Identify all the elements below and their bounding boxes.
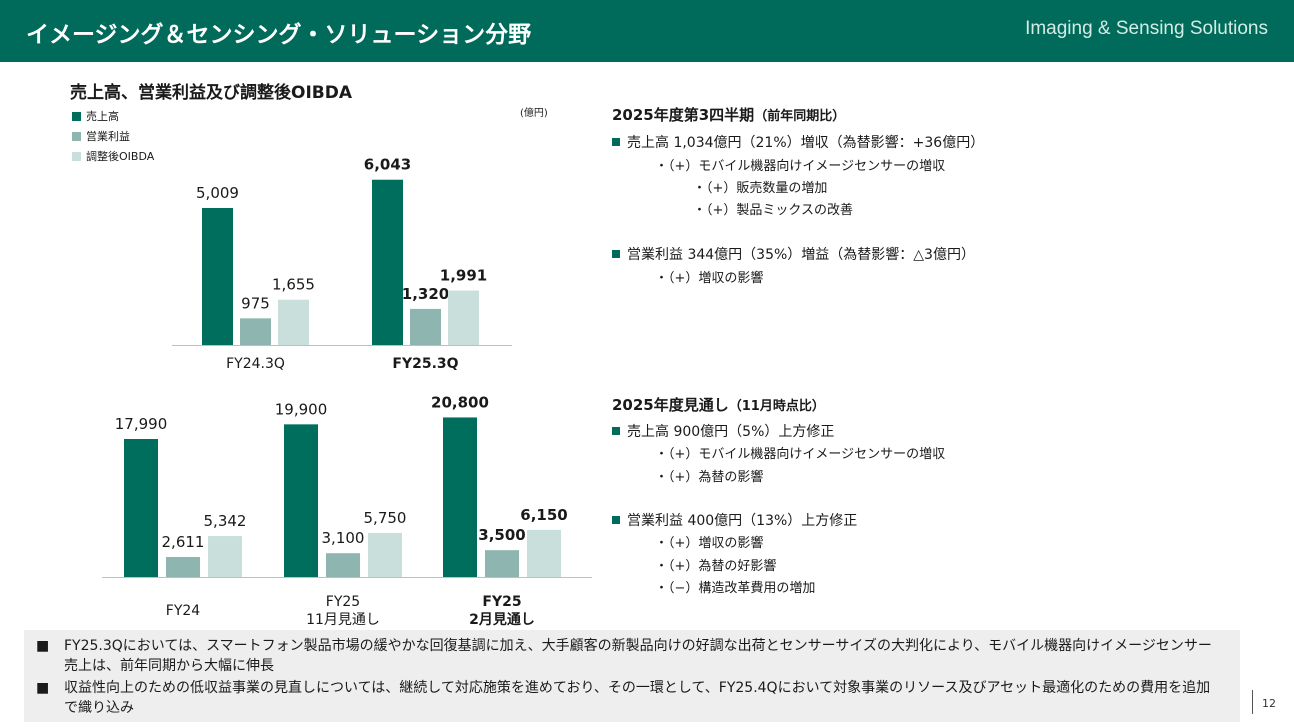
fy-section-title: 2025年度見通し（11月時点比） bbox=[612, 394, 825, 415]
chart2-category-label: FY25 bbox=[482, 594, 521, 610]
chart2-bar-sales bbox=[443, 417, 477, 577]
chart-legend: 売上高 営業利益 調整後OIBDA bbox=[72, 106, 154, 166]
q3-title-paren: （前年同期比） bbox=[754, 109, 846, 124]
square-bullet-icon bbox=[612, 250, 620, 258]
chart1-bar-oibda bbox=[448, 290, 479, 345]
fy-sales-bullet: 売上高 900億円（5%）上方修正 bbox=[612, 421, 834, 441]
chart2-data-label: 2,611 bbox=[162, 533, 205, 551]
chart2-bar-sales bbox=[124, 439, 158, 577]
segment-english-name: Imaging & Sensing Solutions bbox=[1025, 18, 1268, 39]
legend-item-oibda: 調整後OIBDA bbox=[72, 146, 154, 166]
footer-note-1-text: FY25.3Qにおいては、スマートフォン製品市場の緩やかな回復基調に加え、大手顧… bbox=[64, 638, 1212, 674]
footer-note-1: ■ FY25.3Qにおいては、スマートフォン製品市場の緩やかな回復基調に加え、大… bbox=[36, 636, 1224, 676]
square-bullet-icon bbox=[612, 427, 620, 435]
q3-sales-sub-1: ・（+）モバイル機器向けイメージセンサーの増収 bbox=[655, 159, 946, 174]
chart2-data-label: 19,900 bbox=[275, 400, 328, 418]
page-number: 12 bbox=[1262, 697, 1276, 710]
fy-op-sub-3: ・（−）構造改革費用の増加 bbox=[655, 581, 816, 596]
legend-swatch-operating-income bbox=[72, 131, 81, 141]
fy-sales-text: 売上高 900億円（5%）上方修正 bbox=[627, 424, 835, 440]
chart1-bar-operating-income bbox=[410, 308, 441, 345]
chart1-data-label: 1,320 bbox=[402, 285, 449, 303]
footer-bullet-icon: ■ bbox=[36, 680, 50, 696]
q3-title-text: 2025年度第3四半期 bbox=[612, 106, 755, 124]
chart2-category-label: FY24 bbox=[166, 603, 201, 619]
chart2-data-label: 5,342 bbox=[204, 512, 247, 530]
fy-sales-sub-2: ・（+）為替の影響 bbox=[655, 470, 764, 485]
chart2-data-label: 20,800 bbox=[431, 393, 489, 411]
chart2-category-label: FY25 bbox=[326, 594, 360, 610]
fy-op-sub-1: ・（+）増収の影響 bbox=[655, 536, 764, 551]
footer-note-2-text: 収益性向上のための低収益事業の見直しについては、継続して対応施策を進めており、そ… bbox=[64, 680, 1211, 716]
legend-item-operating-income: 営業利益 bbox=[72, 126, 154, 146]
chart1-category-label: FY24.3Q bbox=[226, 356, 285, 372]
legend-label-oibda: 調整後OIBDA bbox=[86, 150, 155, 163]
q3-op-text: 営業利益 344億円（35%）増益（為替影響：△3億円） bbox=[627, 247, 975, 263]
chart2-bar-oibda bbox=[208, 536, 242, 577]
q3-sales-sub-2: ・（+）販売数量の増加 bbox=[693, 181, 828, 196]
chart2-data-label: 6,150 bbox=[520, 506, 567, 524]
footer-bullet-icon: ■ bbox=[36, 638, 50, 654]
chart1-bar-operating-income bbox=[240, 318, 271, 345]
chart2-data-label: 17,990 bbox=[115, 415, 168, 433]
chart2-bar-oibda bbox=[527, 529, 561, 577]
q3-op-sub-1: ・（+）増収の影響 bbox=[655, 271, 764, 286]
chart2-bar-operating-income bbox=[326, 553, 360, 577]
chart1-bar-sales bbox=[372, 179, 403, 345]
q3-sales-sub-3: ・（+）製品ミックスの改善 bbox=[693, 203, 854, 218]
chart1-data-label: 1,655 bbox=[272, 276, 315, 294]
fy-op-text: 営業利益 400億円（13%）上方修正 bbox=[627, 513, 858, 529]
chart1-data-label: 6,043 bbox=[364, 156, 411, 174]
chart2-bar-operating-income bbox=[166, 556, 200, 577]
chart1-data-label: 5,009 bbox=[196, 184, 239, 202]
chart-title: 売上高、営業利益及び調整後OIBDA bbox=[70, 83, 353, 103]
chart1-category-label: FY25.3Q bbox=[392, 356, 458, 372]
fy-title-paren: （11月時点比） bbox=[728, 399, 825, 414]
chart2-bar-oibda bbox=[368, 532, 402, 577]
chart2-category-label: 11月見通し bbox=[306, 612, 380, 628]
q3-op-bullet: 営業利益 344億円（35%）増益（為替影響：△3億円） bbox=[612, 244, 975, 264]
chart1-bar-sales bbox=[202, 208, 233, 345]
page-title: イメージング＆センシング・ソリューション分野 bbox=[26, 22, 532, 48]
chart1-bar-oibda bbox=[278, 299, 309, 345]
legend-label-sales: 売上高 bbox=[86, 110, 119, 123]
unit-label: (億円) bbox=[520, 108, 548, 119]
chart1-data-label: 1,991 bbox=[440, 267, 487, 285]
fy-op-bullet: 営業利益 400億円（13%）上方修正 bbox=[612, 510, 857, 530]
chart2-category-label: 2月見通し bbox=[469, 612, 535, 628]
footer-notes: ■ FY25.3Qにおいては、スマートフォン製品市場の緩やかな回復基調に加え、大… bbox=[24, 630, 1240, 722]
chart2-data-label: 3,100 bbox=[322, 529, 365, 547]
header-bar: イメージング＆センシング・ソリューション分野 Imaging & Sensing… bbox=[0, 0, 1294, 62]
chart2-bar-operating-income bbox=[485, 550, 519, 577]
square-bullet-icon bbox=[612, 516, 620, 524]
chart1-data-label: 975 bbox=[241, 294, 270, 312]
chart2-bar-sales bbox=[284, 424, 318, 577]
legend-label-operating-income: 営業利益 bbox=[86, 130, 130, 143]
square-bullet-icon bbox=[612, 138, 620, 146]
fy-sales-sub-1: ・（+）モバイル機器向けイメージセンサーの増収 bbox=[655, 447, 946, 462]
chart2-data-label: 5,750 bbox=[364, 509, 407, 527]
fy-op-sub-2: ・（+）為替の好影響 bbox=[655, 559, 777, 574]
page-number-divider bbox=[1252, 690, 1253, 714]
legend-swatch-sales bbox=[72, 111, 81, 121]
fy-title-text: 2025年度見通し bbox=[612, 396, 729, 414]
q3-sales-bullet: 売上高 1,034億円（21%）増収（為替影響：+36億円） bbox=[612, 132, 984, 152]
q3-section-title: 2025年度第3四半期（前年同期比） bbox=[612, 104, 845, 125]
legend-item-sales: 売上高 bbox=[72, 106, 154, 126]
q3-sales-text: 売上高 1,034億円（21%）増収（為替影響：+36億円） bbox=[627, 135, 985, 151]
footer-note-2: ■ 収益性向上のための低収益事業の見直しについては、継続して対応施策を進めており… bbox=[36, 678, 1224, 718]
chart2-data-label: 3,500 bbox=[478, 526, 525, 544]
legend-swatch-oibda bbox=[72, 151, 81, 161]
